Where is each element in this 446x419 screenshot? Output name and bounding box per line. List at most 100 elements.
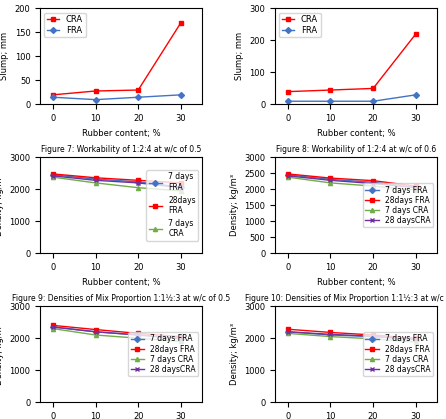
FRA bbox=[136, 95, 141, 100]
Legend: 7 days FRA, 28days FRA, 7 days CRA, 28 daysCRA: 7 days FRA, 28days FRA, 7 days CRA, 28 d… bbox=[128, 332, 198, 376]
28 daysCRA bbox=[328, 178, 333, 183]
7 days CRA bbox=[285, 175, 290, 180]
7 days
CRA bbox=[178, 189, 183, 194]
28days FRA bbox=[285, 327, 290, 332]
X-axis label: Rubber content; %: Rubber content; % bbox=[82, 129, 161, 138]
FRA bbox=[93, 97, 98, 102]
Line: FRA: FRA bbox=[51, 93, 183, 102]
X-axis label: Rubber content; %: Rubber content; % bbox=[82, 278, 161, 287]
Line: 7 days
CRA: 7 days CRA bbox=[51, 175, 183, 193]
7 days FRA bbox=[178, 336, 183, 341]
7 days FRA bbox=[50, 324, 56, 329]
28days FRA bbox=[285, 171, 290, 176]
Y-axis label: Density; kg/m³: Density; kg/m³ bbox=[0, 323, 4, 385]
Legend: 7 days FRA, 28days FRA, 7 days CRA, 28 daysCRA: 7 days FRA, 28days FRA, 7 days CRA, 28 d… bbox=[363, 332, 433, 376]
7 days CRA bbox=[328, 334, 333, 339]
CRA bbox=[371, 86, 376, 91]
7 days
CRA bbox=[136, 185, 141, 190]
7 days CRA bbox=[371, 336, 376, 341]
X-axis label: Rubber content; %: Rubber content; % bbox=[317, 278, 396, 287]
7 days FRA bbox=[93, 329, 98, 334]
7 days
FRA bbox=[136, 179, 141, 184]
7 days FRA bbox=[285, 172, 290, 177]
Line: 7 days FRA: 7 days FRA bbox=[286, 173, 418, 189]
Y-axis label: Density; kg/m³: Density; kg/m³ bbox=[230, 323, 239, 385]
CRA bbox=[136, 88, 141, 93]
28days FRA bbox=[93, 327, 98, 332]
Y-axis label: Slump; mm: Slump; mm bbox=[0, 32, 9, 80]
7 days CRA bbox=[371, 184, 376, 189]
7 days CRA bbox=[178, 339, 183, 344]
CRA bbox=[50, 92, 56, 97]
Line: FRA: FRA bbox=[286, 93, 418, 103]
Line: CRA: CRA bbox=[286, 32, 418, 94]
Line: 28days
FRA: 28days FRA bbox=[51, 172, 183, 185]
CRA bbox=[413, 31, 418, 36]
28days
FRA bbox=[136, 178, 141, 183]
Line: 28 daysCRA: 28 daysCRA bbox=[286, 330, 418, 341]
7 days
CRA bbox=[50, 175, 56, 180]
7 days CRA bbox=[93, 333, 98, 338]
Legend: CRA, FRA: CRA, FRA bbox=[44, 13, 86, 37]
7 days FRA bbox=[285, 329, 290, 334]
28 daysCRA bbox=[413, 185, 418, 190]
28 daysCRA bbox=[178, 336, 183, 341]
7 days CRA bbox=[328, 181, 333, 186]
Y-axis label: Density; kg/m³: Density; kg/m³ bbox=[230, 174, 239, 236]
FRA bbox=[50, 95, 56, 100]
7 days FRA bbox=[371, 334, 376, 339]
28days FRA bbox=[371, 178, 376, 183]
7 days FRA bbox=[371, 180, 376, 185]
28days FRA bbox=[328, 330, 333, 335]
Line: 28days FRA: 28days FRA bbox=[51, 323, 183, 339]
Line: 7 days CRA: 7 days CRA bbox=[286, 175, 418, 192]
FRA bbox=[371, 99, 376, 104]
Text: Figure 9: Densities of Mix Proportion 1:1½:3 at w/c of 0.5: Figure 9: Densities of Mix Proportion 1:… bbox=[12, 294, 230, 303]
7 days
FRA bbox=[178, 184, 183, 189]
Line: 28 daysCRA: 28 daysCRA bbox=[51, 325, 183, 340]
FRA bbox=[328, 99, 333, 104]
28days FRA bbox=[413, 336, 418, 341]
CRA bbox=[93, 88, 98, 93]
Y-axis label: Density, kg/m³: Density, kg/m³ bbox=[0, 174, 4, 236]
28 daysCRA bbox=[285, 173, 290, 178]
FRA bbox=[178, 92, 183, 97]
Line: 7 days FRA: 7 days FRA bbox=[51, 325, 183, 341]
28days FRA bbox=[178, 334, 183, 339]
Text: Figure 8: Workability of 1:2:4 at w/c of 0.6: Figure 8: Workability of 1:2:4 at w/c of… bbox=[276, 145, 436, 154]
28days FRA bbox=[136, 331, 141, 336]
Y-axis label: Slump; mm: Slump; mm bbox=[235, 32, 244, 80]
Line: 7 days CRA: 7 days CRA bbox=[286, 331, 418, 344]
28 daysCRA bbox=[371, 334, 376, 339]
Text: Figure 10: Densities of Mix Proportion 1:1½:3 at w/c of 0.6: Figure 10: Densities of Mix Proportion 1… bbox=[244, 294, 446, 303]
7 days FRA bbox=[413, 337, 418, 342]
Line: 7 days
FRA: 7 days FRA bbox=[51, 173, 183, 189]
Line: 28days FRA: 28days FRA bbox=[286, 327, 418, 340]
CRA bbox=[285, 89, 290, 94]
7 days CRA bbox=[413, 187, 418, 192]
Legend: 7 days FRA, 28days FRA, 7 days CRA, 28 daysCRA: 7 days FRA, 28days FRA, 7 days CRA, 28 d… bbox=[363, 183, 433, 228]
7 days
CRA bbox=[93, 181, 98, 186]
28days
FRA bbox=[50, 171, 56, 176]
7 days
FRA bbox=[93, 176, 98, 181]
28days FRA bbox=[413, 184, 418, 189]
CRA bbox=[178, 20, 183, 25]
Text: Figure 7: Workability of 1:2:4 at w/c of 0.5: Figure 7: Workability of 1:2:4 at w/c of… bbox=[41, 145, 201, 154]
7 days FRA bbox=[328, 177, 333, 182]
28 daysCRA bbox=[285, 329, 290, 334]
Line: 7 days FRA: 7 days FRA bbox=[286, 330, 418, 342]
Legend: 7 days
FRA, 28days
FRA, 7 days
CRA: 7 days FRA, 28days FRA, 7 days CRA bbox=[146, 170, 198, 241]
Line: 28days FRA: 28days FRA bbox=[286, 172, 418, 188]
28 daysCRA bbox=[50, 324, 56, 329]
FRA bbox=[413, 92, 418, 97]
Line: CRA: CRA bbox=[51, 21, 183, 97]
28 daysCRA bbox=[413, 336, 418, 341]
28 daysCRA bbox=[93, 329, 98, 334]
CRA bbox=[328, 88, 333, 93]
Legend: CRA, FRA: CRA, FRA bbox=[279, 13, 321, 37]
28 daysCRA bbox=[136, 333, 141, 338]
7 days CRA bbox=[413, 339, 418, 344]
X-axis label: Rubber content; %: Rubber content; % bbox=[317, 129, 396, 138]
7 days FRA bbox=[328, 333, 333, 338]
7 days FRA bbox=[413, 185, 418, 190]
